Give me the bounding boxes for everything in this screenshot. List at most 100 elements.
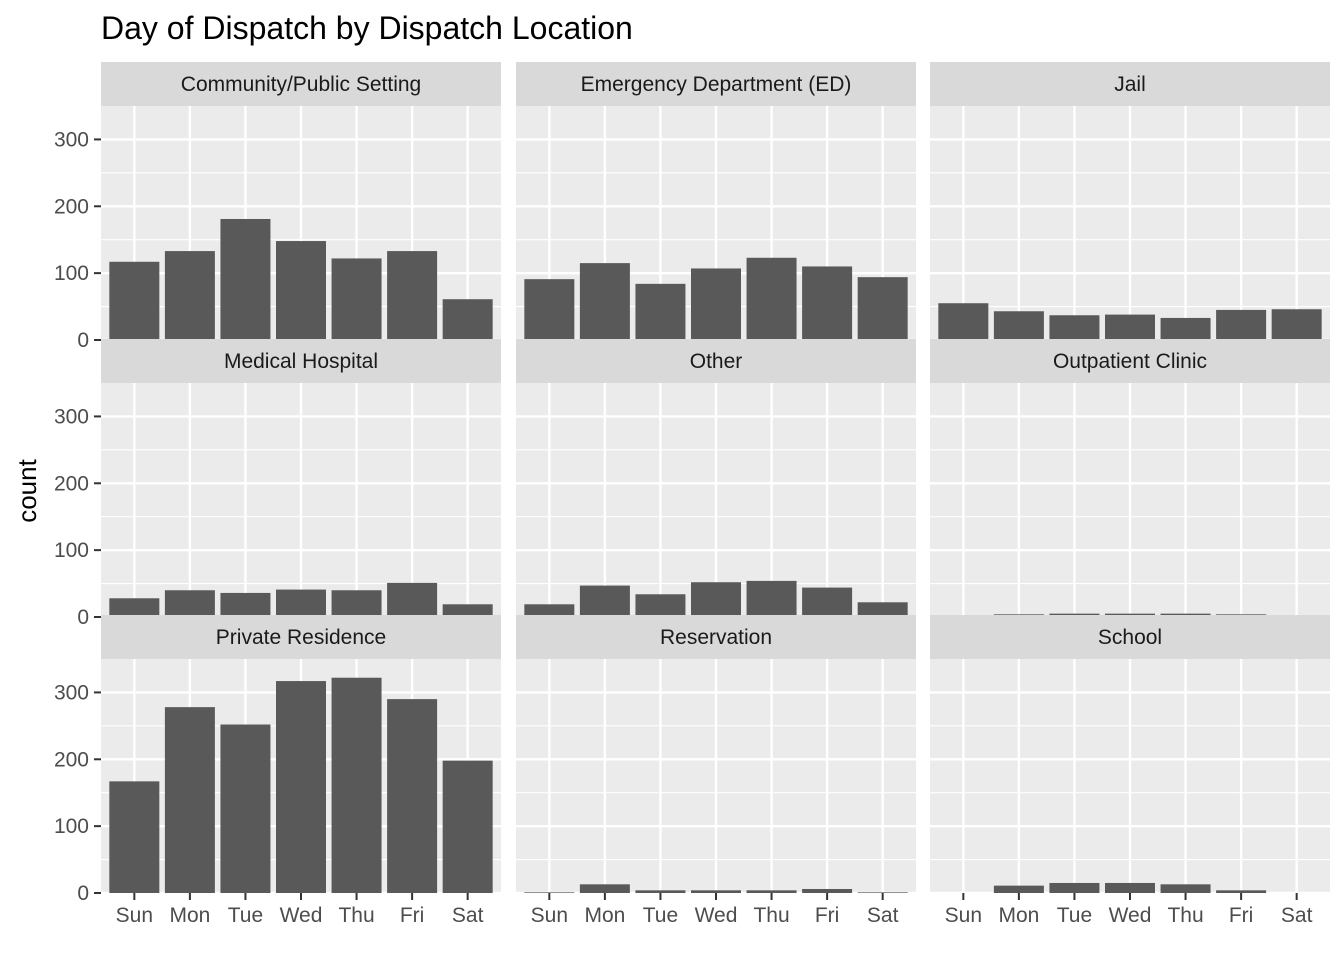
y-tick-label: 200 bbox=[54, 472, 89, 495]
bar-emergency-department-ed-thu bbox=[746, 257, 797, 340]
bar-jail-tue bbox=[1049, 315, 1100, 340]
facet-other: Other bbox=[516, 339, 916, 624]
bar-other-fri bbox=[802, 587, 853, 617]
facet-strip bbox=[101, 615, 501, 659]
facet-strip bbox=[930, 615, 1330, 659]
bar-reservation-wed bbox=[691, 890, 741, 893]
bar-jail-sat bbox=[1271, 309, 1322, 340]
y-tick-label: 100 bbox=[54, 262, 89, 285]
facet-community-public-setting: Community/Public Setting 0 100 200 300 bbox=[54, 62, 501, 352]
facet-strip-label: Medical Hospital bbox=[224, 350, 378, 373]
x-tick-label: Sun bbox=[531, 904, 568, 927]
bar-medical-hospital-thu bbox=[331, 590, 382, 617]
facet-reservation: Reservation Sun Mon Tue Wed Thu Fri Sat bbox=[516, 615, 916, 927]
x-tick-label: Wed bbox=[1109, 904, 1152, 927]
y-tick-label: 100 bbox=[54, 539, 89, 562]
facet-strip-label: Community/Public Setting bbox=[181, 73, 421, 96]
facet-strip-label: Reservation bbox=[660, 626, 772, 649]
bar-emergency-department-ed-sat bbox=[857, 277, 908, 340]
facet-private-residence: Private Residence 0 100 200 300 Sun Mon Tue Wed T… bbox=[54, 615, 501, 927]
bar-reservation-sat bbox=[857, 892, 908, 893]
bar-emergency-department-ed-tue bbox=[635, 283, 686, 340]
y-tick-label: 300 bbox=[54, 405, 89, 428]
facet-strip bbox=[930, 339, 1330, 383]
x-tick-label: Fri bbox=[400, 904, 425, 927]
chart-title: Day of Dispatch by Dispatch Location bbox=[101, 10, 633, 46]
x-tick-label: Wed bbox=[280, 904, 323, 927]
bar-medical-hospital-wed bbox=[276, 589, 326, 617]
bar-private-residence-mon bbox=[164, 707, 215, 893]
x-tick-label: Fri bbox=[1229, 904, 1254, 927]
x-tick-label: Thu bbox=[338, 904, 374, 927]
x-tick-label: Mon bbox=[584, 904, 625, 927]
bar-emergency-department-ed-wed bbox=[691, 268, 741, 340]
x-tick-label: Mon bbox=[998, 904, 1039, 927]
bar-other-mon bbox=[579, 585, 630, 617]
facet-jail: Jail bbox=[930, 62, 1330, 347]
bar-school-fri bbox=[1216, 890, 1267, 893]
bar-emergency-department-ed-sun bbox=[524, 279, 575, 340]
facet-strip bbox=[101, 62, 501, 106]
facet-strip-label: Outpatient Clinic bbox=[1053, 350, 1207, 373]
y-axis-title: count bbox=[12, 458, 42, 522]
bar-school-tue bbox=[1049, 882, 1100, 893]
bar-other-wed bbox=[691, 582, 741, 617]
bar-jail-wed bbox=[1105, 314, 1155, 340]
bar-jail-fri bbox=[1216, 309, 1267, 340]
y-tick-label: 200 bbox=[54, 195, 89, 218]
facet-emergency-department-ed: Emergency Department (ED) bbox=[516, 62, 916, 347]
bar-community-public-setting-sat bbox=[442, 299, 493, 340]
bar-jail-sun bbox=[938, 303, 989, 340]
x-tick-label: Sun bbox=[945, 904, 982, 927]
bar-other-sun bbox=[524, 604, 575, 617]
bar-reservation-sun bbox=[524, 892, 575, 893]
x-tick-label: Thu bbox=[1167, 904, 1203, 927]
x-tick-label: Fri bbox=[815, 904, 840, 927]
bar-reservation-fri bbox=[802, 888, 853, 893]
x-tick-label: Tue bbox=[643, 904, 678, 927]
x-tick-label: Sun bbox=[116, 904, 153, 927]
facet-grid: Community/Public Setting 0 100 200 300 Emerge… bbox=[54, 62, 1330, 927]
bar-community-public-setting-sun bbox=[109, 261, 160, 340]
facet-strip-label: Emergency Department (ED) bbox=[581, 73, 852, 96]
y-tick-label: 200 bbox=[54, 748, 89, 771]
bar-medical-hospital-sun bbox=[109, 598, 160, 617]
bar-jail-thu bbox=[1160, 317, 1211, 340]
bar-school-thu bbox=[1160, 884, 1211, 893]
bar-jail-mon bbox=[993, 311, 1044, 340]
bar-reservation-tue bbox=[635, 890, 686, 893]
bar-community-public-setting-tue bbox=[220, 218, 271, 340]
x-tick-label: Sat bbox=[452, 904, 484, 927]
x-tick-label: Sat bbox=[867, 904, 899, 927]
bar-community-public-setting-mon bbox=[164, 251, 215, 340]
bar-reservation-mon bbox=[579, 884, 630, 893]
bar-emergency-department-ed-mon bbox=[579, 263, 630, 340]
x-tick-label: Sat bbox=[1281, 904, 1313, 927]
facet-strip bbox=[516, 62, 916, 106]
bar-community-public-setting-thu bbox=[331, 258, 382, 340]
x-tick-label: Thu bbox=[753, 904, 789, 927]
bar-other-sat bbox=[857, 602, 908, 617]
facet-strip-label: School bbox=[1098, 626, 1162, 649]
bar-medical-hospital-sat bbox=[442, 604, 493, 617]
y-tick-label: 0 bbox=[77, 882, 89, 905]
bar-school-mon bbox=[993, 885, 1044, 893]
facet-school: School Sun Mon Tue Wed Thu Fri Sat bbox=[930, 615, 1330, 927]
facet-strip-label: Other bbox=[690, 350, 743, 373]
facet-strip bbox=[930, 62, 1330, 106]
y-tick-label: 0 bbox=[77, 329, 89, 352]
x-tick-label: Tue bbox=[1057, 904, 1092, 927]
facet-strip bbox=[101, 339, 501, 383]
x-tick-label: Tue bbox=[228, 904, 263, 927]
y-tick-label: 300 bbox=[54, 681, 89, 704]
bar-community-public-setting-wed bbox=[276, 241, 326, 340]
bar-other-thu bbox=[746, 580, 797, 617]
bar-private-residence-wed bbox=[276, 681, 326, 893]
bar-private-residence-fri bbox=[387, 699, 438, 893]
bar-reservation-thu bbox=[746, 890, 797, 893]
bar-medical-hospital-tue bbox=[220, 592, 271, 617]
bar-emergency-department-ed-fri bbox=[802, 266, 853, 340]
facet-medical-hospital: Medical Hospital 0 100 200 300 bbox=[54, 339, 501, 629]
facet-outpatient-clinic: Outpatient Clinic bbox=[930, 339, 1330, 624]
